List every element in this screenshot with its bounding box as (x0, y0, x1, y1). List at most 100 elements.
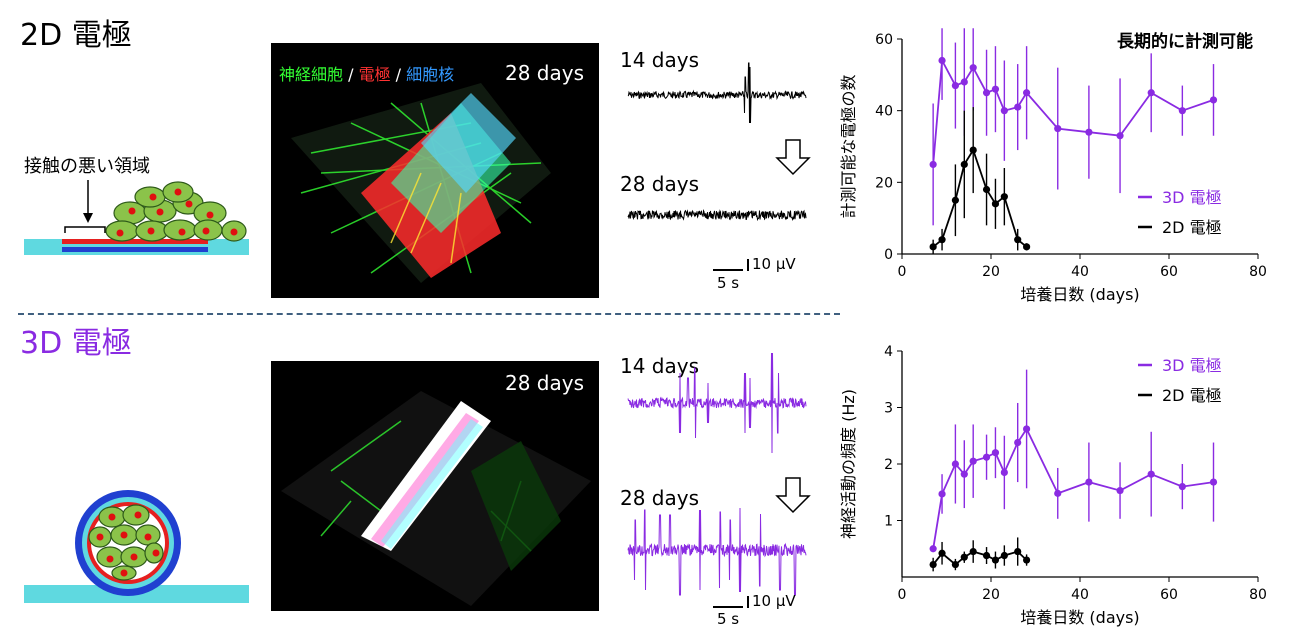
channel-neuron-label: 神経細胞 (279, 65, 344, 84)
x-tick-label: 80 (1249, 264, 1267, 280)
section-divider (18, 313, 840, 315)
data-point (1054, 124, 1062, 133)
arrow-down-top (775, 139, 811, 176)
data-point (991, 85, 1000, 93)
data-point (1085, 128, 1093, 136)
data-point (951, 81, 959, 90)
data-point (929, 160, 937, 169)
top-image-days: 28 days (505, 61, 585, 85)
data-point (1116, 132, 1124, 140)
voltage-scale-label-bottom: 10 μV (752, 592, 796, 610)
data-point (1000, 551, 1008, 560)
trace-bottom-14 (627, 352, 807, 454)
data-point (1178, 107, 1186, 115)
data-point (969, 457, 977, 465)
chart-activity-frequency: 0 20 40 60 80 1 2 3 4 培養日数 (days) 神経活動の頻度 (Hz) 3D 電… (839, 344, 1267, 627)
data-point (1014, 236, 1022, 244)
electrode-2d-diagram (24, 180, 249, 255)
micrograph-3d: 28 days (271, 361, 599, 611)
data-point (938, 236, 946, 244)
series-line (932, 148, 1028, 248)
series-3d (929, 28, 1218, 226)
legend-label: 3D 電極 (1162, 356, 1222, 375)
data-point (1014, 438, 1022, 447)
y-tick-label: 40 (875, 104, 893, 120)
bottom-image-days: 28 days (505, 371, 585, 395)
data-point (960, 78, 968, 86)
trace-bottom-28-label: 28 days (620, 486, 700, 510)
trace-top-14-label: 14 days (620, 48, 700, 72)
data-point (960, 470, 968, 478)
data-point (982, 551, 991, 560)
micrograph-2d-render (291, 83, 551, 283)
x-axis-label: 培養日数 (days) (1020, 608, 1139, 627)
separator-2: / (390, 65, 407, 84)
data-point (991, 200, 1000, 208)
chart-title: 長期的に計測可能 (1117, 31, 1253, 52)
arrow-down-bottom (775, 477, 811, 514)
data-point (929, 560, 937, 569)
legend-label: 2D 電極 (1162, 218, 1222, 237)
y-axis-label: 計測可能な電極の数 (839, 74, 858, 218)
channel-nucleus-label: 細胞核 (406, 65, 455, 84)
data-point (1023, 556, 1031, 564)
y-tick-label: 1 (884, 514, 893, 530)
data-point (960, 553, 968, 561)
channel-electrode-label: 電極 (358, 65, 391, 84)
data-point (969, 64, 977, 72)
trace-top-28 (627, 209, 807, 222)
data-point (982, 185, 991, 194)
data-point (1209, 478, 1218, 486)
y-tick-label: 20 (875, 175, 893, 191)
data-point (991, 449, 1000, 457)
data-point (1054, 489, 1062, 497)
time-scale-label-top: 5 s (717, 274, 740, 292)
data-point (938, 490, 946, 498)
data-point (929, 545, 937, 553)
series-line (932, 550, 1028, 566)
legend-label: 2D 電極 (1162, 386, 1222, 405)
data-point (1014, 103, 1022, 111)
trace-top-14 (627, 62, 807, 124)
series-2d (929, 537, 1031, 572)
data-point (1000, 468, 1008, 477)
y-tick-label: 60 (875, 32, 893, 48)
data-point (1147, 89, 1155, 97)
data-point (982, 453, 991, 461)
series-line (932, 57, 1214, 165)
chart-electrode-count: 0 20 40 60 80 0 20 40 60 培養日数 (days) 計測可能な電極の数 長期的に… (839, 28, 1267, 304)
data-point (1000, 193, 1008, 201)
electrode-3d-diagram (24, 490, 249, 603)
series-2d (929, 107, 1031, 254)
x-tick-label: 0 (898, 587, 907, 603)
x-tick-label: 20 (982, 587, 1000, 603)
x-axis-label: 培養日数 (days) (1020, 285, 1139, 304)
data-point (969, 547, 977, 556)
time-scale-label-bottom: 5 s (717, 610, 740, 628)
trace-top-28-label: 28 days (620, 172, 700, 196)
data-point (951, 560, 959, 569)
data-point (1014, 547, 1022, 556)
traces-svg (627, 62, 811, 608)
trace-bottom-14-label: 14 days (620, 354, 700, 378)
section-title-2d: 2D 電極 (20, 18, 132, 53)
data-point (1023, 243, 1031, 251)
poor-contact-label: 接触の悪い領域 (24, 156, 150, 177)
x-tick-label: 80 (1249, 587, 1267, 603)
data-point (1023, 425, 1031, 433)
x-tick-label: 60 (1160, 264, 1178, 280)
data-point (1023, 89, 1031, 97)
data-point (929, 243, 937, 251)
channel-legend: 神経細胞 / 電極 / 細胞核 (279, 61, 454, 85)
data-point (938, 56, 946, 65)
data-point (982, 89, 991, 97)
data-point (951, 460, 959, 468)
x-tick-label: 40 (1071, 264, 1089, 280)
voltage-scale-label-top: 10 μV (752, 255, 796, 273)
data-point (1209, 96, 1218, 104)
y-tick-label: 4 (884, 344, 893, 360)
x-tick-label: 20 (982, 264, 1000, 280)
data-point (1147, 470, 1155, 478)
section-title-3d: 3D 電極 (20, 326, 132, 361)
y-tick-label: 0 (884, 247, 893, 263)
